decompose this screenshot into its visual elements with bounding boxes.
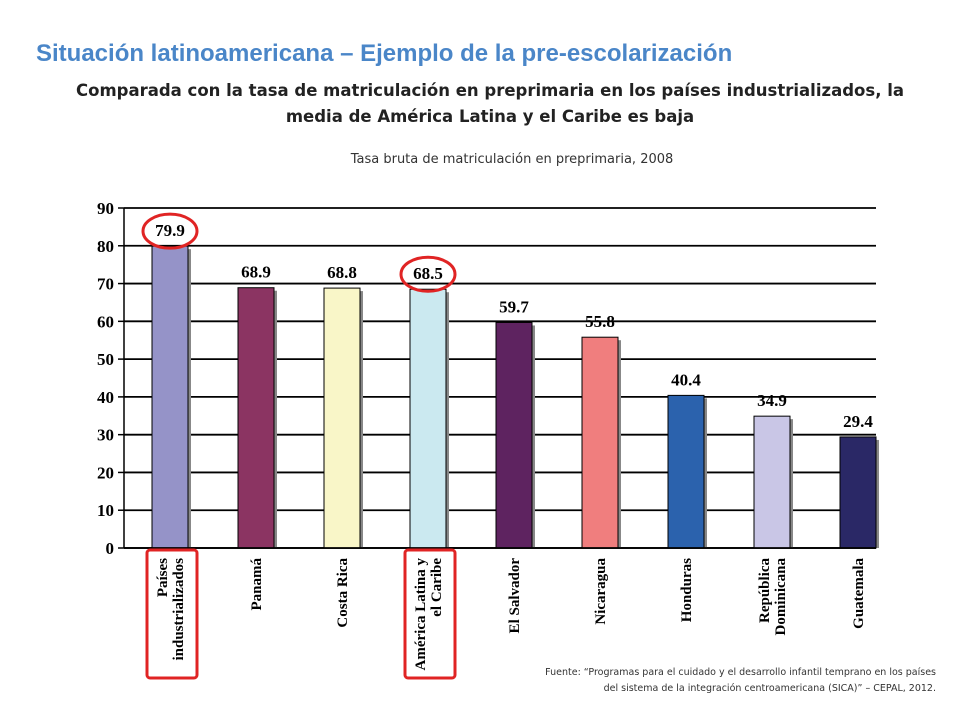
- data-label: 29.4: [843, 412, 873, 431]
- data-label: 68.8: [327, 263, 357, 282]
- y-tick-label: 0: [106, 539, 115, 558]
- highlight-circle: [141, 212, 199, 250]
- category-label-line: el Caribe: [429, 558, 445, 617]
- category-label: Panamá: [249, 558, 265, 611]
- category-label-line: Costa Rica: [335, 558, 351, 628]
- bar: [753, 415, 791, 549]
- category-label: América Latina yel Caribe: [413, 558, 445, 671]
- category-label: Guatemala: [851, 558, 867, 629]
- y-tick-label: 10: [97, 501, 114, 520]
- bar: [495, 321, 533, 549]
- data-label: 40.4: [671, 370, 701, 389]
- category-label-line: industrializados: [171, 558, 187, 661]
- highlight-box: [145, 548, 199, 680]
- source-line-1: Fuente: “Programas para el cuidado y el …: [545, 667, 936, 678]
- category-label: El Salvador: [507, 558, 523, 634]
- bar: [409, 288, 447, 549]
- chart-title: Tasa bruta de matriculación en preprimar…: [350, 152, 674, 167]
- y-tick-label: 70: [97, 275, 114, 294]
- highlight-box: [403, 548, 457, 680]
- category-label-line: Países: [155, 558, 171, 597]
- category-label-line: Nicaragua: [593, 558, 609, 625]
- category-label: Paísesindustrializados: [155, 558, 187, 661]
- bar: [323, 287, 361, 549]
- data-label: 68.9: [241, 263, 271, 282]
- bar: [581, 336, 619, 549]
- data-label: 55.8: [585, 312, 615, 331]
- category-label: RepúblicaDominicana: [757, 558, 789, 636]
- y-tick-label: 20: [97, 463, 114, 482]
- slide-title: Situación latinoamericana – Ejemplo de l…: [36, 40, 733, 67]
- y-tick-label: 40: [97, 388, 114, 407]
- y-tick-label: 90: [97, 199, 114, 218]
- category-label-line: Honduras: [679, 558, 695, 622]
- y-tick-label: 50: [97, 350, 114, 369]
- data-label: 34.9: [757, 391, 787, 410]
- slide-subtitle: Comparada con la tasa de matriculación e…: [76, 81, 904, 126]
- category-label: Honduras: [679, 558, 695, 622]
- y-tick-label: 80: [97, 237, 114, 256]
- category-label-line: Guatemala: [851, 558, 867, 629]
- category-label-line: República: [757, 558, 773, 624]
- y-tick-label: 30: [97, 426, 114, 445]
- category-label-line: Dominicana: [773, 558, 789, 636]
- bar: [839, 436, 877, 549]
- source-line-2: del sistema de la integración centroamer…: [603, 683, 936, 694]
- data-label: 68.5: [413, 264, 443, 283]
- category-label: Nicaragua: [593, 558, 609, 625]
- highlight-circle: [399, 255, 457, 293]
- y-tick-label: 60: [97, 312, 114, 331]
- category-label-line: El Salvador: [507, 558, 523, 634]
- data-label: 59.7: [499, 297, 529, 316]
- bar: [151, 245, 189, 549]
- bar: [667, 394, 705, 549]
- bar: [237, 287, 275, 549]
- data-label: 79.9: [155, 221, 185, 240]
- category-label: Costa Rica: [335, 558, 351, 628]
- category-label-line: América Latina y: [413, 558, 429, 671]
- category-label-line: Panamá: [249, 558, 265, 611]
- source-note: Fuente: “Programas para el cuidado y el …: [440, 665, 936, 697]
